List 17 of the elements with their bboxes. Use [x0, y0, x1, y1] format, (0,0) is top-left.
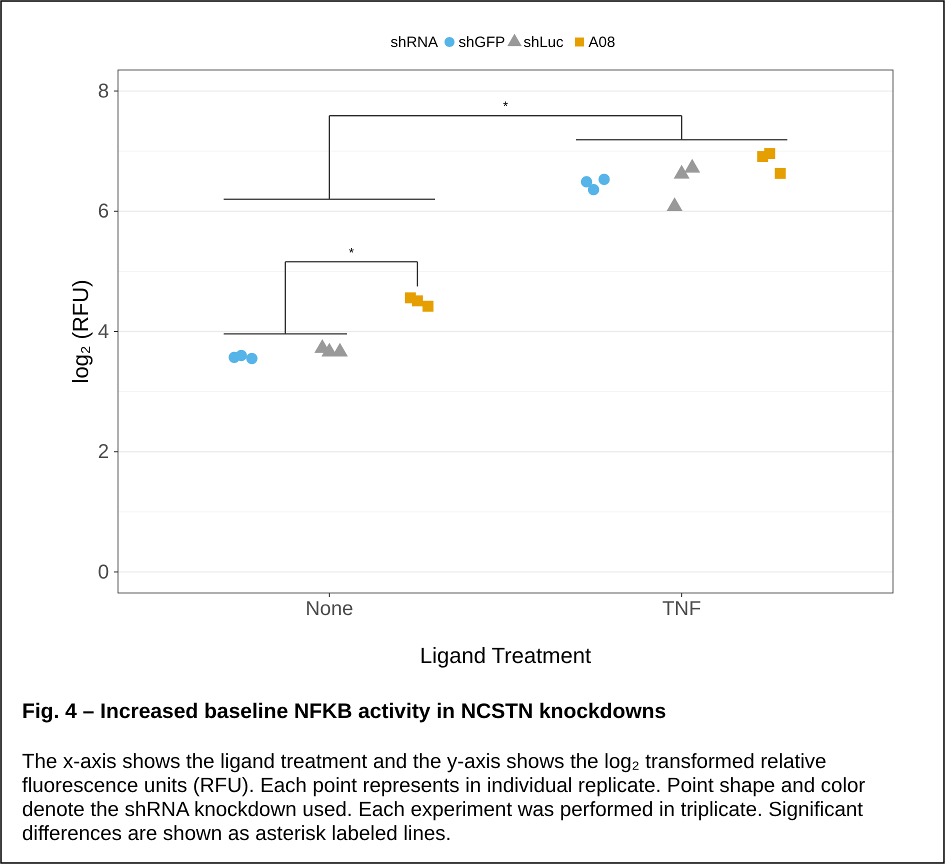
legend-title: shRNA	[390, 34, 438, 51]
y-tick-label: 4	[98, 320, 109, 343]
y-tick-label: 2	[98, 441, 109, 464]
y-tick-label: 0	[98, 561, 109, 584]
legend-label: shLuc	[524, 34, 564, 51]
x-axis-title: Ligand Treatment	[420, 643, 592, 668]
y-tick-label: 6	[98, 200, 109, 223]
y-axis-title: log₂ (RFU)	[68, 280, 93, 384]
text: Fig. 4 – Increased baseline NFKB activity in NCSTN knockdowns	[22, 700, 668, 724]
x-tick-label: None	[305, 598, 354, 620]
annotation: *	[502, 98, 508, 114]
text: The x-axis shows the ligand treatment and the y-axis shows the log₂ transformed relative fluorescence units (RFU). Each point represents in individual replicate. Point shape and color denote the shRNA knockdown used. Each experiment was performed in triplicate. Significant differences are shown as asterisk labeled lines.	[22, 750, 866, 846]
annotation: *	[348, 244, 354, 260]
x-tick-label: TNF	[662, 598, 702, 620]
y-tick-label: 8	[98, 80, 109, 102]
legend-label: A08	[588, 34, 616, 51]
legend-label: shGFP	[458, 34, 506, 51]
